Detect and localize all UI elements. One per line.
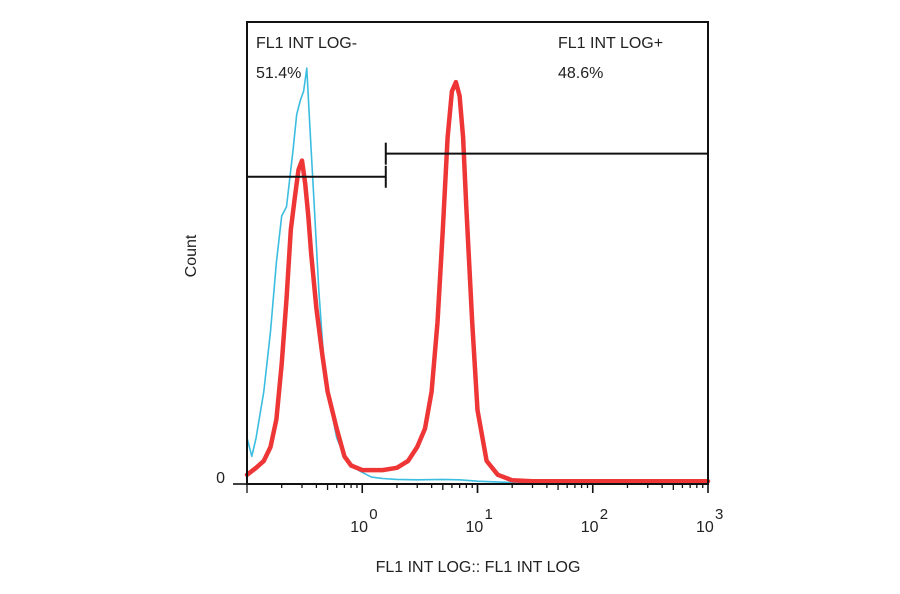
x-tick-exponent: 1	[485, 506, 493, 523]
y-axis-ticks: 0	[216, 470, 247, 487]
x-tick-label: 10	[466, 519, 484, 536]
x-tick-exponent: 0	[369, 506, 377, 523]
y-axis-label: Count	[183, 234, 200, 277]
x-tick-exponent: 2	[600, 506, 608, 523]
gate-layer	[246, 142, 709, 188]
x-tick-label: 10	[350, 519, 368, 536]
y-tick-label: 0	[216, 470, 225, 487]
gate-pos-label: FL1 INT LOG+	[558, 35, 663, 52]
x-axis-label: FL1 INT LOG:: FL1 INT LOG	[376, 559, 581, 576]
gate-neg-label: FL1 INT LOG-	[256, 35, 357, 52]
gate-neg-percent: 51.4%	[256, 65, 301, 82]
gate-pos-percent: 48.6%	[558, 65, 603, 82]
x-tick-exponent: 3	[715, 506, 723, 523]
x-tick-label: 10	[581, 519, 599, 536]
series-layer	[244, 67, 711, 485]
series-line-1	[244, 79, 711, 484]
x-tick-label: 10	[696, 519, 714, 536]
